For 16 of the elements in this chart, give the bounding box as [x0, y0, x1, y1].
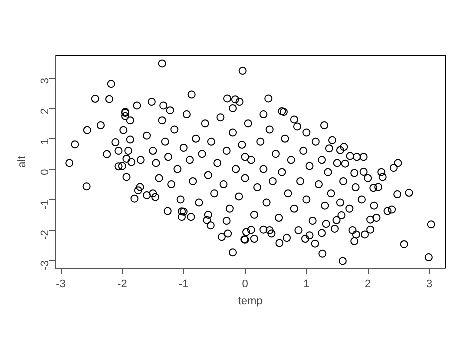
x-tick-label: 2: [365, 278, 372, 290]
y-tick-label: 2: [40, 108, 52, 115]
x-tick-label: -3: [56, 278, 66, 290]
x-tick-label: 0: [242, 278, 248, 290]
x-axis-title: temp: [238, 296, 263, 308]
y-tick-label: -1: [40, 200, 52, 210]
y-tick-label: -2: [40, 230, 52, 240]
y-tick-label: 0: [40, 169, 52, 176]
x-tick-label: 3: [426, 278, 433, 290]
y-tick-label: 1: [40, 138, 52, 145]
x-tick-label: 1: [304, 278, 310, 290]
y-axis-title: alt: [16, 156, 28, 168]
y-tick-label: -3: [40, 260, 52, 270]
x-tick-label: -1: [178, 278, 189, 290]
y-tick-label: 3: [40, 78, 52, 84]
x-tick-label: -2: [118, 278, 128, 290]
